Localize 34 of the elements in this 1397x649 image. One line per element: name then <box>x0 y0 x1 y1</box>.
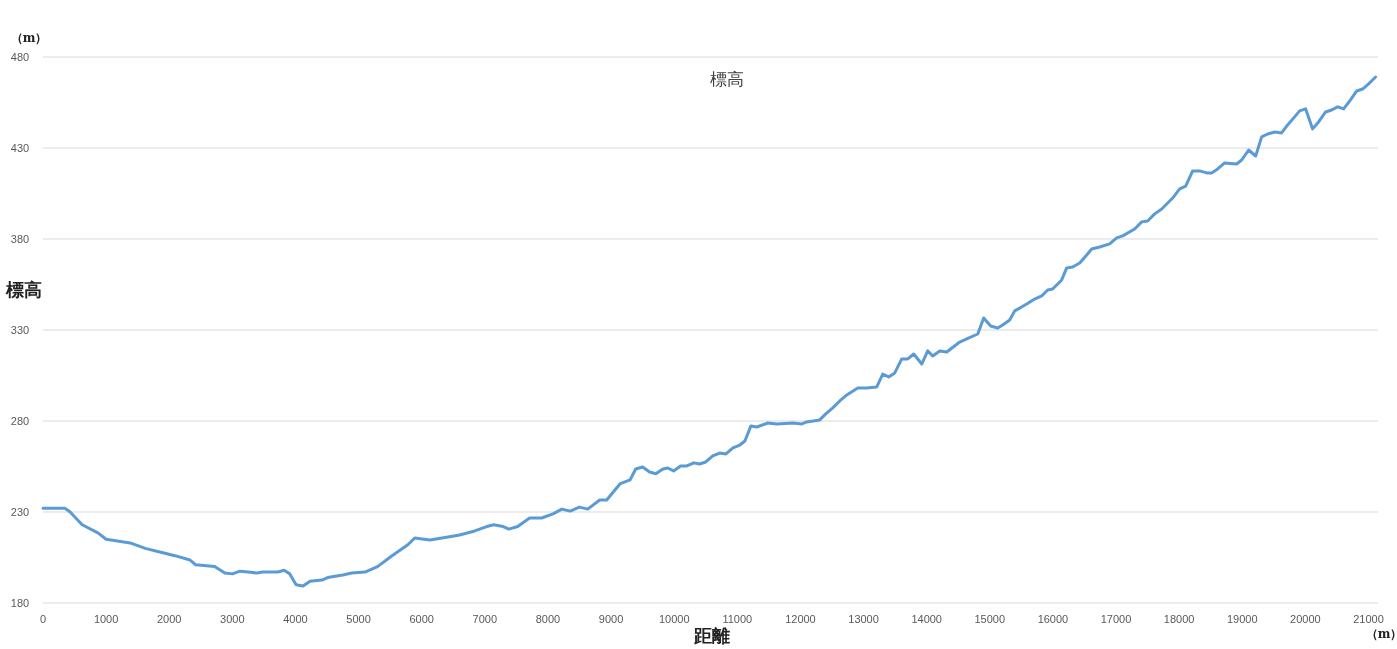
x-tick-label: 21000 <box>1353 613 1384 625</box>
text: （m） <box>1365 627 1397 641</box>
y-axis-title: 標高 <box>5 279 42 300</box>
text: （m） <box>10 31 48 45</box>
x-tick-label: 2000 <box>157 613 182 625</box>
x-tick-label: 18000 <box>1163 613 1195 625</box>
y-tick-label: 230 <box>10 506 30 518</box>
y-tick-label: 480 <box>10 51 30 63</box>
x-tick-label: 6000 <box>409 613 434 625</box>
x-tick-label: 0 <box>39 613 47 625</box>
x-tick-label: 8000 <box>535 613 561 625</box>
y-tick-label: 380 <box>10 233 30 245</box>
text: 標高 <box>710 70 744 89</box>
x-tick-label: 9000 <box>598 613 624 625</box>
x-tick-label: 7000 <box>472 613 498 625</box>
y-tick-label: 430 <box>10 142 30 154</box>
x-axis-title: 距離 <box>693 625 730 646</box>
x-tick-label: 16000 <box>1037 613 1069 625</box>
x-tick-label: 1000 <box>93 613 119 625</box>
y-tick-label: 280 <box>10 415 30 427</box>
x-tick-label: 19000 <box>1226 613 1258 625</box>
y-tick-label: 330 <box>10 324 30 336</box>
x-tick-label: 4000 <box>283 613 308 625</box>
x-tick-label: 15000 <box>974 613 1006 625</box>
x-tick-label: 11000 <box>722 613 753 625</box>
x-tick-label: 3000 <box>220 613 245 625</box>
y-tick-label: 180 <box>10 597 30 609</box>
x-tick-label: 17000 <box>1100 613 1132 625</box>
x-tick-label: 13000 <box>848 613 879 625</box>
x-tick-label: 5000 <box>346 613 371 625</box>
x-tick-label: 14000 <box>911 613 942 625</box>
x-tick-label: 20000 <box>1290 613 1321 625</box>
x-tick-label: 10000 <box>658 613 690 625</box>
x-tick-label: 12000 <box>785 613 816 625</box>
